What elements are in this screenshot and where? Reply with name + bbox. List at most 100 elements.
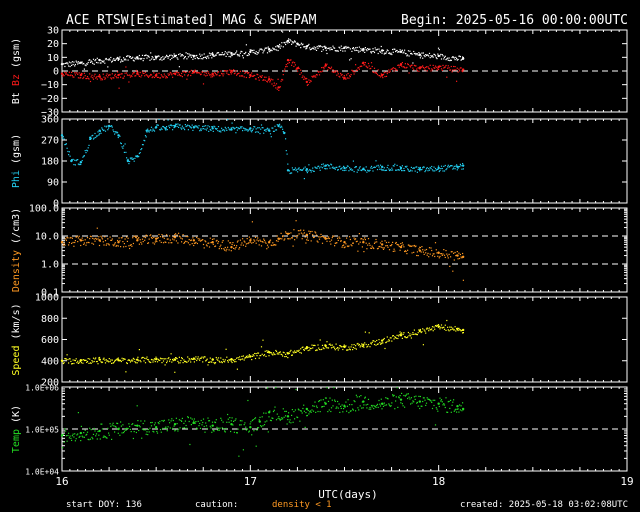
bz-bz-point (214, 73, 217, 75)
speed-speed-point (186, 361, 188, 363)
temp-temp-point (387, 398, 389, 400)
phi-phi-point (306, 170, 308, 172)
temp-temp-point (92, 438, 94, 440)
bz-bz-point (150, 73, 152, 76)
speed-speed-point (111, 362, 113, 364)
speed-speed-point (427, 328, 429, 330)
bz-bz-point (376, 74, 379, 76)
phi-phi-point (409, 170, 411, 172)
bz-bt-point (73, 61, 75, 63)
phi-phi-point (296, 168, 298, 170)
phi-phi-point (81, 160, 83, 162)
bz-bt-point (111, 60, 113, 62)
temp-temp-point (450, 399, 452, 401)
phi-phi-point (437, 168, 439, 170)
phi-phi-point (297, 168, 299, 170)
bz-bz-point (245, 76, 247, 79)
density-density-point (445, 250, 447, 252)
bz-bt-point (94, 60, 96, 62)
temp-temp-point (175, 429, 177, 431)
bz-bz-point (326, 63, 328, 65)
density-density-point (85, 244, 87, 246)
speed-speed-point (298, 349, 300, 351)
bz-bt-point (228, 55, 230, 58)
bz-bz-point (373, 71, 375, 73)
speed-speed-point (450, 329, 452, 331)
speed-speed-point (454, 326, 456, 328)
bz-bt-point (450, 59, 452, 61)
bz-bt-point (111, 61, 113, 63)
phi-phi-point (240, 127, 242, 129)
phi-phi-point (311, 169, 313, 171)
phi-phi-point (392, 165, 394, 167)
bz-bz-point (152, 76, 154, 78)
phi-phi-point (149, 129, 151, 132)
temp-temp-point (385, 397, 387, 399)
density-density-point (257, 237, 259, 239)
bz-bt-point (313, 46, 315, 48)
bz-bz-point (388, 71, 391, 73)
speed-speed-point (335, 343, 337, 345)
speed-speed-point (177, 360, 179, 362)
speed-speed-point (332, 346, 334, 348)
temp-temp-point (215, 419, 217, 421)
phi-phi-point (196, 125, 198, 127)
speed-speed-point (241, 355, 243, 357)
phi-phi-point (221, 129, 223, 131)
phi-phi-point (373, 166, 375, 169)
temp-temp-point (292, 421, 294, 423)
phi-phi-point (229, 129, 231, 131)
speed-speed-point (86, 360, 89, 363)
phi-phi-point (422, 166, 424, 168)
bz-bt-point (425, 54, 427, 56)
speed-speed-point (132, 360, 134, 362)
temp-temp-point (449, 407, 451, 409)
speed-speed-point (326, 341, 328, 343)
bz-bz-point (178, 72, 180, 74)
phi-phi-point (266, 128, 268, 130)
density-density-point (250, 238, 252, 240)
speed-speed-point (303, 349, 305, 351)
speed-speed-point (165, 358, 167, 360)
speed-speed-point (368, 332, 370, 334)
phi-phi-point (315, 167, 318, 169)
density-density-point (230, 242, 232, 244)
density-density-point (287, 238, 289, 240)
density-density-point (306, 237, 308, 239)
speed-speed-point (303, 349, 305, 351)
phi-phi-point (334, 168, 336, 170)
density-density-point (151, 237, 153, 239)
density-density-point (87, 241, 89, 243)
speed-speed-point (104, 362, 107, 364)
phi-phi-point (225, 128, 227, 130)
density-density-point (428, 256, 430, 258)
x-axis-label: UTC(days) (318, 488, 378, 501)
bz-bt-point (135, 58, 137, 60)
phi-phi-point (126, 157, 128, 159)
bz-bt-point (190, 56, 192, 58)
phi-phi-point (127, 158, 129, 160)
temp-temp-point (90, 429, 92, 431)
temp-temp-data-point (437, 402, 440, 405)
bz-bt-point (204, 56, 206, 58)
phi-phi-point (85, 152, 87, 154)
speed-speed-point (227, 360, 229, 362)
bz-bz-point (458, 68, 460, 70)
speed-speed-point (73, 362, 75, 365)
phi-phi-point (199, 130, 201, 132)
phi-phi-point (241, 126, 243, 128)
temp-temp-point (259, 416, 261, 418)
bz-bz-point (253, 74, 255, 77)
bz-bt-point (184, 56, 186, 58)
phi-phi-point (390, 169, 392, 171)
phi-phi-point (398, 169, 400, 171)
temp-temp-point (392, 395, 394, 397)
temp-temp-point (446, 411, 448, 413)
speed-speed-point (397, 337, 399, 340)
speed-speed-point (147, 358, 149, 361)
temp-temp-point (153, 431, 155, 433)
phi-phi-point (89, 138, 91, 140)
phi-phi-point (104, 125, 106, 127)
density-density-point (120, 246, 122, 248)
temp-temp-point (156, 430, 158, 433)
